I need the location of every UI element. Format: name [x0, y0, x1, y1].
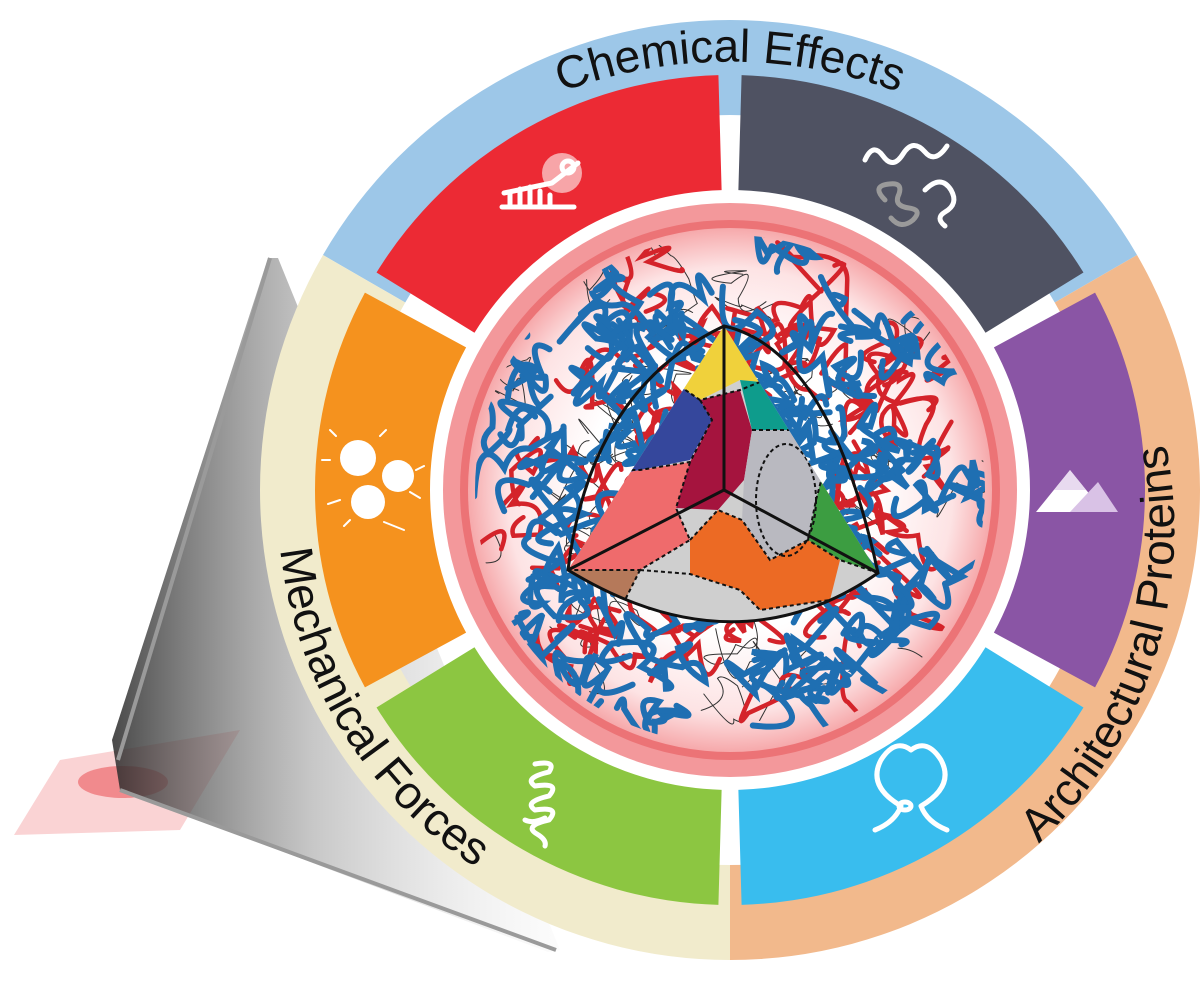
mountain-icon: [1036, 470, 1118, 512]
chromatin-fiber: [700, 676, 747, 725]
arch-cyan-segment: [738, 647, 1084, 905]
chromatin-fiber: [723, 652, 795, 730]
wedge-edges: [567, 326, 879, 575]
chromatin-fiber: [742, 235, 794, 265]
territory-orange: [690, 510, 840, 610]
chromatin-fiber: [552, 649, 636, 696]
chromatin-fiber: [711, 270, 767, 312]
chromatin-fiber: [787, 296, 838, 373]
coil-icon: [522, 760, 556, 849]
wedge-outline: [566, 324, 880, 624]
chromatin-fiber: [599, 639, 675, 692]
chromatin-fiber: [609, 235, 685, 282]
chromatin-fiber: [556, 623, 648, 671]
chromatin-fiber: [641, 634, 710, 688]
chromatin-fiber: [875, 537, 924, 611]
chromatin-fiber: [936, 460, 985, 518]
dna-scissors-icon: [499, 153, 582, 210]
chromatin-fiber: [817, 274, 877, 340]
chromatin-fiber: [781, 404, 848, 446]
chromatin-fiber: [890, 479, 957, 520]
chromatin-fiber: [475, 529, 507, 604]
chromatin-fiber: [633, 315, 675, 386]
category-ring: [260, 20, 1200, 960]
chromatin-fiber: [570, 321, 668, 425]
chromatin-fiber: [520, 540, 569, 610]
chromatin-fiber: [804, 656, 852, 705]
chromatin-fiber: [770, 235, 825, 275]
droplets-icon: [321, 429, 425, 531]
territory-grey: [620, 570, 760, 622]
chemical-ring-arc: [322, 20, 1138, 303]
rna-strands-icon: [862, 143, 957, 229]
chromatin-fiber: [475, 397, 539, 458]
chromatin-fiber: [844, 604, 912, 655]
chromatin-fiber: [749, 647, 805, 699]
chem-slate-segment: [738, 75, 1084, 333]
chromatin-fiber: [581, 321, 654, 357]
chromatin-fiber: [586, 410, 646, 463]
mech-green-segment: [376, 647, 722, 905]
chromatin-fiber: [837, 307, 905, 354]
chromatin-fiber: [497, 398, 552, 449]
chromatin-fiber: [778, 310, 836, 356]
chromatin-fiber: [556, 297, 633, 363]
chromatin-fiber: [521, 517, 605, 583]
chromatin-fiber: [822, 437, 879, 504]
chromatin-fiber: [599, 393, 640, 464]
chromatin-fiber: [937, 459, 985, 504]
chromatin-fiber: [703, 610, 758, 666]
cone-edge-top: [116, 257, 272, 761]
chromatin-fiber: [864, 434, 907, 493]
cone-edge-bottom: [119, 788, 557, 952]
territory-yellow: [668, 326, 760, 400]
chromatin-fiber: [495, 452, 589, 515]
chromatin-fiber: [509, 435, 543, 507]
chromatin-fiber: [588, 259, 656, 337]
chromatin-fiber: [612, 275, 668, 316]
architectural-ring-arc: [730, 255, 1200, 960]
territory-crimson: [676, 390, 752, 510]
chromatin-fiber: [607, 368, 649, 413]
chromatin-fiber: [893, 437, 942, 481]
chromatin-fiber: [839, 490, 898, 555]
chromatin-fiber: [796, 313, 864, 400]
chromatin-fiber: [856, 401, 901, 454]
chromatin-fiber: [644, 281, 706, 362]
chromatin-fiber: [878, 332, 921, 381]
mechanical-ring-arc: [260, 255, 730, 960]
loop-icon: [872, 743, 950, 833]
chromatin-fiber: [568, 342, 644, 407]
